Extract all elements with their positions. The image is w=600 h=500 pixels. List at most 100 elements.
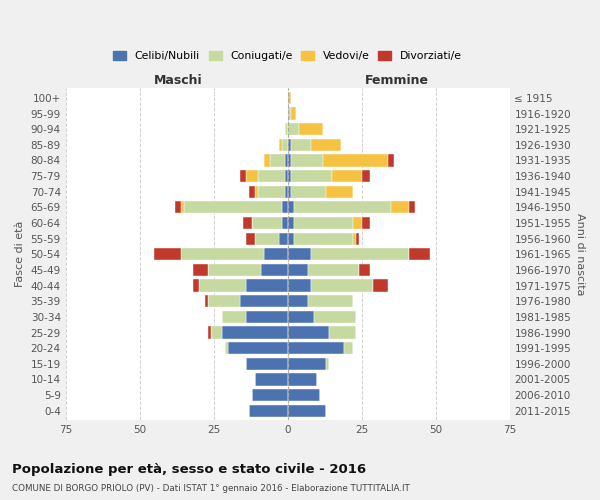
Bar xyxy=(284,186,287,198)
Text: Femmine: Femmine xyxy=(365,74,429,87)
Bar xyxy=(205,295,208,308)
Bar xyxy=(249,186,255,198)
Bar xyxy=(284,170,287,182)
Bar xyxy=(287,232,293,245)
Bar xyxy=(252,217,281,229)
Bar xyxy=(246,311,287,323)
Bar xyxy=(223,326,287,338)
Bar xyxy=(223,311,246,323)
Bar xyxy=(284,123,287,136)
Bar xyxy=(279,232,287,245)
Bar xyxy=(287,358,326,370)
Bar xyxy=(293,202,391,213)
Bar xyxy=(344,342,353,354)
Bar xyxy=(287,202,293,213)
Y-axis label: Anni di nascita: Anni di nascita xyxy=(575,213,585,296)
Bar xyxy=(287,389,320,401)
Bar xyxy=(308,264,359,276)
Bar xyxy=(279,138,281,151)
Bar xyxy=(409,248,430,260)
Bar xyxy=(208,295,240,308)
Bar xyxy=(287,154,290,166)
Bar xyxy=(281,202,287,213)
Text: Popolazione per età, sesso e stato civile - 2016: Popolazione per età, sesso e stato civil… xyxy=(12,462,366,475)
Legend: Celibi/Nubili, Coniugati/e, Vedovi/e, Divorziati/e: Celibi/Nubili, Coniugati/e, Vedovi/e, Di… xyxy=(110,48,466,64)
Bar xyxy=(362,170,370,182)
Bar xyxy=(226,342,229,354)
Bar xyxy=(249,404,287,417)
Bar xyxy=(193,264,208,276)
Bar xyxy=(211,326,223,338)
Bar xyxy=(181,248,264,260)
Bar xyxy=(299,123,323,136)
Bar xyxy=(362,217,370,229)
Bar xyxy=(184,202,281,213)
Bar xyxy=(287,138,290,151)
Bar xyxy=(258,170,284,182)
Bar xyxy=(290,154,323,166)
Bar xyxy=(293,217,353,229)
Bar xyxy=(193,280,199,291)
Bar xyxy=(252,389,287,401)
Bar xyxy=(287,248,311,260)
Bar xyxy=(287,217,293,229)
Bar xyxy=(287,92,290,104)
Bar xyxy=(264,154,270,166)
Bar xyxy=(246,280,287,291)
Bar xyxy=(353,232,356,245)
Bar xyxy=(240,295,287,308)
Bar xyxy=(311,138,341,151)
Bar xyxy=(281,217,287,229)
Bar xyxy=(181,202,184,213)
Bar xyxy=(287,280,311,291)
Bar xyxy=(308,295,353,308)
Bar xyxy=(287,170,290,182)
Bar xyxy=(359,264,370,276)
Bar xyxy=(287,374,317,386)
Bar xyxy=(246,358,287,370)
Bar xyxy=(287,108,290,120)
Bar xyxy=(281,138,287,151)
Bar xyxy=(240,170,246,182)
Bar xyxy=(373,280,388,291)
Text: Maschi: Maschi xyxy=(154,74,202,87)
Bar xyxy=(246,170,258,182)
Bar xyxy=(243,217,252,229)
Bar xyxy=(290,170,332,182)
Bar xyxy=(255,374,287,386)
Bar xyxy=(290,138,311,151)
Bar xyxy=(154,248,181,260)
Bar xyxy=(293,232,353,245)
Bar xyxy=(270,154,284,166)
Bar xyxy=(311,280,373,291)
Bar xyxy=(323,154,388,166)
Bar xyxy=(409,202,415,213)
Bar xyxy=(326,358,329,370)
Y-axis label: Fasce di età: Fasce di età xyxy=(15,221,25,288)
Bar xyxy=(287,311,314,323)
Bar xyxy=(264,248,287,260)
Bar xyxy=(311,248,409,260)
Bar xyxy=(353,217,362,229)
Bar xyxy=(290,186,326,198)
Bar xyxy=(287,326,329,338)
Bar xyxy=(329,326,356,338)
Bar xyxy=(391,202,409,213)
Bar xyxy=(229,342,287,354)
Bar xyxy=(287,264,308,276)
Bar xyxy=(199,280,246,291)
Bar xyxy=(255,232,279,245)
Bar xyxy=(356,232,359,245)
Bar xyxy=(246,232,255,245)
Bar xyxy=(284,154,287,166)
Bar xyxy=(290,108,296,120)
Bar xyxy=(287,123,299,136)
Bar xyxy=(255,186,258,198)
Text: COMUNE DI BORGO PRIOLO (PV) - Dati ISTAT 1° gennaio 2016 - Elaborazione TUTTITAL: COMUNE DI BORGO PRIOLO (PV) - Dati ISTAT… xyxy=(12,484,410,493)
Bar xyxy=(388,154,394,166)
Bar xyxy=(287,342,344,354)
Bar xyxy=(287,295,308,308)
Bar xyxy=(287,186,290,198)
Bar xyxy=(175,202,181,213)
Bar xyxy=(332,170,362,182)
